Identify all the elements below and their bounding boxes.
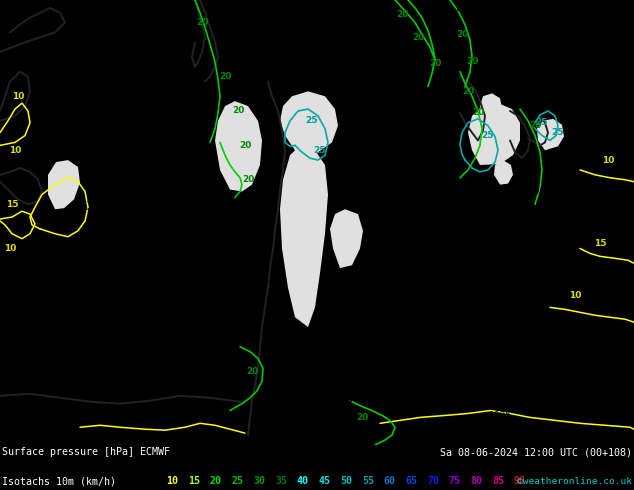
Text: 50: 50: [340, 476, 352, 487]
Text: 20: 20: [396, 10, 408, 19]
Text: 10: 10: [12, 92, 24, 101]
Text: 25: 25: [231, 476, 243, 487]
Text: 1005: 1005: [287, 380, 309, 389]
Text: 1005: 1005: [266, 426, 290, 435]
Text: 25: 25: [306, 116, 318, 125]
Text: 1005: 1005: [529, 187, 552, 196]
Text: 20: 20: [246, 367, 258, 376]
Text: 20: 20: [356, 413, 368, 422]
Text: Sa 08-06-2024 12:00 UTC (00+108): Sa 08-06-2024 12:00 UTC (00+108): [440, 447, 632, 457]
Text: 75: 75: [449, 476, 461, 487]
Text: 1010: 1010: [119, 138, 141, 147]
Text: 1010: 1010: [101, 278, 124, 287]
Text: 1005: 1005: [489, 411, 512, 420]
Polygon shape: [480, 93, 502, 116]
Text: ©weatheronline.co.uk: ©weatheronline.co.uk: [517, 477, 632, 487]
Text: 20: 20: [232, 106, 244, 116]
Text: 20: 20: [210, 476, 222, 487]
Text: 40: 40: [297, 476, 309, 487]
Text: 10: 10: [9, 146, 21, 155]
Text: 55: 55: [362, 476, 374, 487]
Text: 15: 15: [594, 239, 606, 248]
Text: L: L: [456, 1, 464, 14]
Text: 1005: 1005: [417, 387, 439, 395]
Text: 10: 10: [4, 244, 16, 253]
Text: 20: 20: [219, 72, 231, 81]
Polygon shape: [537, 119, 564, 150]
Text: 20: 20: [429, 59, 441, 68]
Text: 80: 80: [470, 476, 482, 487]
Text: 20: 20: [196, 18, 208, 27]
Polygon shape: [468, 103, 520, 165]
Text: 1000: 1000: [44, 377, 67, 386]
Text: Surface pressure [hPa] ECMWF: Surface pressure [hPa] ECMWF: [2, 447, 170, 457]
Text: 20: 20: [466, 57, 478, 66]
Polygon shape: [494, 160, 513, 185]
Text: 45: 45: [318, 476, 330, 487]
Text: 20: 20: [529, 121, 541, 130]
Text: 1005: 1005: [339, 197, 361, 206]
Text: 65: 65: [405, 476, 417, 487]
Polygon shape: [215, 101, 262, 192]
Polygon shape: [48, 160, 80, 209]
Text: 25: 25: [314, 146, 327, 155]
Text: 1000: 1000: [56, 330, 79, 340]
Text: 30: 30: [254, 476, 265, 487]
Text: 70: 70: [427, 476, 439, 487]
Text: 20: 20: [239, 141, 251, 150]
Text: 20: 20: [456, 30, 468, 39]
Text: Isotachs 10m (km/h): Isotachs 10m (km/h): [2, 476, 116, 487]
Text: 20: 20: [412, 33, 424, 42]
Text: 25: 25: [482, 131, 495, 140]
Text: 15: 15: [6, 200, 18, 209]
Text: 20: 20: [462, 87, 474, 96]
Text: 20: 20: [242, 175, 254, 184]
Text: 35: 35: [275, 476, 287, 487]
Text: 25: 25: [552, 128, 564, 137]
Text: 1010: 1010: [323, 390, 347, 398]
Polygon shape: [330, 209, 363, 268]
Text: 10: 10: [602, 156, 614, 165]
Polygon shape: [280, 91, 338, 155]
Text: 10: 10: [569, 291, 581, 300]
Text: 25: 25: [536, 118, 548, 127]
Text: 15: 15: [188, 476, 200, 487]
Polygon shape: [280, 146, 328, 327]
Text: 85: 85: [492, 476, 504, 487]
Text: 60: 60: [384, 476, 396, 487]
Text: 1005: 1005: [396, 239, 420, 248]
Text: 1010: 1010: [107, 236, 129, 245]
Text: 20: 20: [472, 108, 484, 118]
Text: 1005: 1005: [569, 403, 592, 412]
Text: 90: 90: [514, 476, 526, 487]
Text: 1010: 1010: [110, 187, 134, 196]
Text: 10: 10: [167, 476, 178, 487]
